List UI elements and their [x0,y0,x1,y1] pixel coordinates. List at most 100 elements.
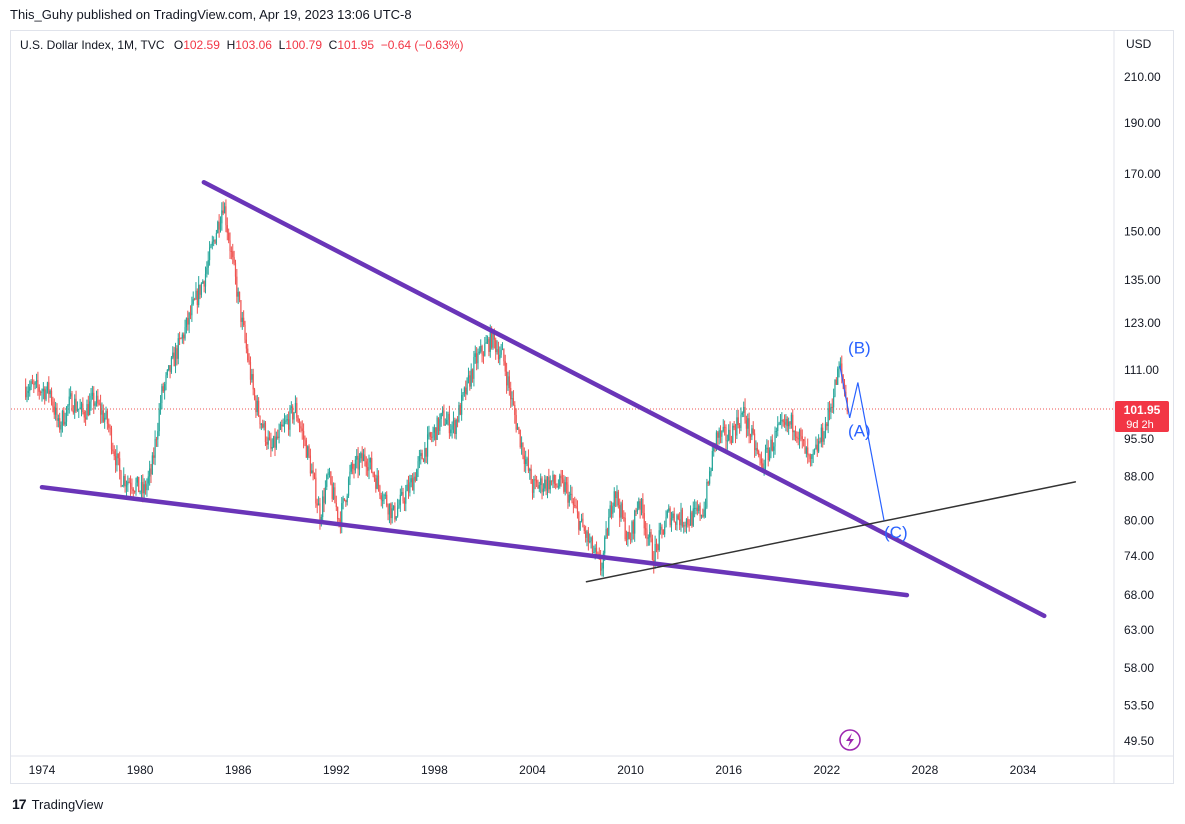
candle-body [138,476,140,493]
candle-body [593,552,595,554]
legend-symbol[interactable]: U.S. Dollar Index, 1M, TVC [20,38,165,52]
candle-body [59,418,61,430]
y-tick-label: 63.00 [1124,623,1154,637]
x-tick-label: 2034 [1010,763,1037,777]
candle-body [101,410,103,415]
candle-body [324,486,326,503]
candle-body [159,402,162,410]
candle-body [181,334,183,339]
candle-body [357,455,359,470]
candle-body [397,507,399,517]
y-tick-label: 80.00 [1124,513,1154,527]
candle-body [264,422,267,443]
y-tick-label: 210.00 [1124,70,1161,84]
candle-body [454,420,456,435]
candle-body [304,439,306,441]
candle-body [792,414,794,433]
candle-body [362,454,365,462]
x-tick-label: 2028 [912,763,939,777]
candle-body [38,387,40,392]
candle-body [180,338,182,340]
candle-body [87,404,89,416]
candle-body [684,525,686,527]
candles-group [25,199,848,577]
candle-body [567,484,569,503]
candle-body [313,473,316,478]
candle-body [574,504,576,507]
candle-body [605,528,607,538]
candle-body [110,428,113,450]
candle-body [65,407,68,422]
candle-body [183,334,185,339]
candle-body [820,427,822,443]
candle-body [548,477,550,490]
candle-body [515,415,517,430]
candle-body [608,517,610,536]
candle-body [726,440,728,442]
candle-body [33,383,35,385]
footer-brand[interactable]: TradingView [31,796,104,812]
candle-body [698,505,700,511]
candle-body [679,519,681,526]
lightning-icon[interactable] [839,729,861,751]
candle-body [270,439,272,449]
candle-body [414,476,416,481]
candle-body [478,351,480,354]
candle-body [492,330,494,348]
candle-body [576,507,579,513]
candle-body [670,518,673,526]
lightning-icon-ring [839,729,861,751]
candle-body [514,404,516,416]
candle-body [691,512,693,526]
candle-body [63,410,65,425]
candle-body [282,424,284,427]
candle-body [826,423,828,427]
candle-body [838,367,840,369]
candle-body [696,507,698,511]
candle-body [52,401,54,407]
candle-body [31,381,34,384]
legend-change: −0.64 (−0.63%) [380,38,464,52]
candle-body [64,421,66,425]
candle-body [491,330,493,348]
candle-body [669,508,671,526]
candle-body [293,412,295,420]
candle-body [98,403,100,405]
candle-body [113,451,115,457]
candle-body [813,448,816,454]
candle-body [127,481,129,485]
candle-body [444,424,446,426]
candle-body [319,503,321,523]
candle-body [649,532,651,538]
candle-body [248,360,250,363]
candle-body [699,505,701,517]
y-tick-label: 170.00 [1124,167,1161,181]
tradingview-logo-icon[interactable]: 17 [12,796,27,812]
candle-body [650,532,652,539]
candle-body [195,290,197,300]
candle-body [612,506,614,514]
candle-body [157,431,159,440]
candle-body [278,429,280,438]
trendline-upper-purple [201,180,1047,619]
candle-body [600,557,602,571]
candle-body [733,425,735,428]
candle-body [61,410,64,426]
y-tick-label: 150.00 [1124,225,1161,239]
candle-body [243,317,245,326]
candle-body [755,447,757,451]
candle-body [504,361,506,372]
candle-body [307,446,309,458]
candle-body [715,432,718,445]
candle-body [135,482,137,492]
candle-body [240,300,242,322]
candle-body [349,471,351,479]
x-tick-label: 1980 [127,763,154,777]
candle-body [327,472,329,476]
author-name[interactable]: This_Guhy [10,7,73,22]
legend-open-value: 102.59 [183,38,220,52]
candle-body [70,393,72,397]
candle-body [294,403,297,413]
candle-body [364,454,366,462]
